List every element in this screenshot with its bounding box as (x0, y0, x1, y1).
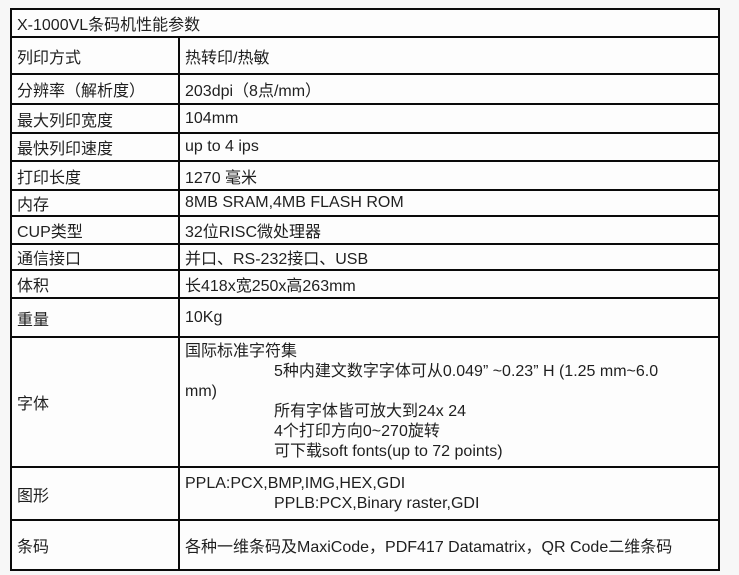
spec-value: 32位RISC微处理器 (177, 215, 721, 245)
spec-value-line: 国际标准字符集 (185, 343, 298, 360)
spec-value: 104mm (177, 103, 721, 134)
spec-row: 图形 PPLA:PCX,BMP,IMG,HEX,GDI PPLB:PCX,Binar… (10, 466, 721, 521)
printer-spec-table: X-1000VL条码机性能参数 列印方式 热转印/热敏 分辨率（解析度） 203dpi… (9, 8, 721, 571)
spec-label: 列印方式 (10, 36, 180, 75)
table-title-row: X-1000VL条码机性能参数 (9, 8, 721, 38)
spec-label: 最大列印宽度 (10, 103, 180, 134)
spec-value: 8MB SRAM,4MB FLASH ROM (177, 189, 721, 217)
spec-row: 打印长度 1270 毫米 (10, 160, 721, 191)
spec-row: 分辨率（解析度） 203dpi（8点/mm） (10, 73, 721, 105)
spec-value: 热转印/热敏 (177, 36, 721, 75)
spec-label: 内存 (10, 189, 180, 217)
spec-row: 最大列印宽度 104mm (10, 103, 721, 134)
spec-row: 体积 长418x宽250x高263mm (10, 269, 721, 299)
spec-row: 最快列印速度 up to 4 ips (10, 132, 721, 162)
spec-value-line: 4个打印方向0~270旋转 (274, 423, 440, 440)
spec-row: 重量 10Kg (10, 297, 721, 338)
spec-value: 10Kg (177, 297, 721, 338)
spec-label: 体积 (10, 269, 180, 299)
spec-label: 通信接口 (10, 243, 180, 271)
spec-row: 列印方式 热转印/热敏 (10, 36, 721, 75)
spec-row: 通信接口 并口、RS-232接口、USB (10, 243, 721, 271)
spec-value: 并口、RS-232接口、USB (177, 243, 721, 271)
spec-value-line: 可下载soft fonts(up to 72 points) (274, 443, 503, 460)
spec-value: 各种一维条码及MaxiCode，PDF417 Datamatrix，QR Cod… (177, 519, 721, 571)
spec-value: up to 4 ips (177, 132, 721, 162)
spec-value: 203dpi（8点/mm） (177, 73, 721, 105)
spec-value: 1270 毫米 (177, 160, 721, 191)
spec-label: 分辨率（解析度） (10, 73, 180, 105)
spec-label: 打印长度 (10, 160, 180, 191)
spec-value-line: mm) (185, 383, 217, 400)
spec-row: 字体 国际标准字符集 5种内建文数字字体可从0.049” ~0.23” H (1.2… (10, 336, 721, 468)
spec-value-line: PPLA:PCX,BMP,IMG,HEX,GDI (185, 474, 406, 492)
spec-row: 内存 8MB SRAM,4MB FLASH ROM (10, 189, 721, 217)
spec-row: 条码 各种一维条码及MaxiCode，PDF417 Datamatrix，QR C… (10, 519, 721, 571)
spec-row: CUP类型 32位RISC微处理器 (10, 215, 721, 245)
spec-label: 图形 (10, 466, 180, 521)
table-title: X-1000VL条码机性能参数 (9, 8, 721, 38)
spec-value: 国际标准字符集 5种内建文数字字体可从0.049” ~0.23” H (1.25 … (177, 336, 721, 468)
spec-value-line: PPLB:PCX,Binary raster,GDI (274, 494, 480, 512)
spec-label: 字体 (10, 336, 180, 468)
spec-label: 重量 (10, 297, 180, 338)
spec-label: 条码 (10, 519, 180, 571)
spec-value: 长418x宽250x高263mm (177, 269, 721, 299)
spec-value-line: 5种内建文数字字体可从0.049” ~0.23” H (1.25 mm~6.0 (274, 363, 659, 380)
spec-label: CUP类型 (10, 215, 180, 245)
spec-label: 最快列印速度 (10, 132, 180, 162)
spec-value-line: 所有字体皆可放大到24x 24 (274, 403, 467, 420)
spec-value: PPLA:PCX,BMP,IMG,HEX,GDI PPLB:PCX,Binary … (177, 466, 721, 521)
